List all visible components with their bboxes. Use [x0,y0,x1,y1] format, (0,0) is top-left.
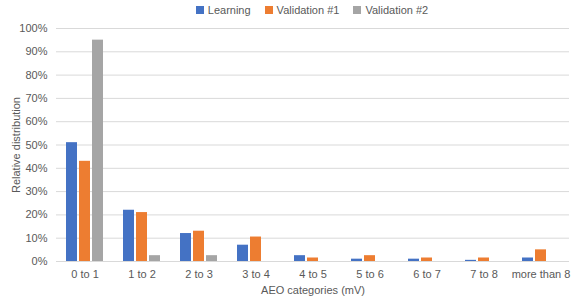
svg-text:7 to 8: 7 to 8 [470,268,498,280]
svg-text:70%: 70% [25,92,47,104]
html-text:Learning: Learning [207,4,251,16]
svg-text:4 to 5: 4 to 5 [299,268,327,280]
svg-text:more than 8: more than 8 [512,268,571,280]
svg-text:0%: 0% [32,255,48,267]
svg-text:40%: 40% [25,162,47,174]
svg-text:50%: 50% [25,139,47,151]
svg-text:6 to 7: 6 to 7 [413,268,441,280]
html-text:Validation #2: Validation #2 [365,4,429,16]
svg-text:90%: 90% [25,45,47,57]
svg-text:Relative distribution: Relative distribution [10,97,22,193]
svg-text:1 to 2: 1 to 2 [128,268,156,280]
svg-text:10%: 10% [25,232,47,244]
svg-text:5 to 6: 5 to 6 [356,268,384,280]
html-text:Validation #1: Validation #1 [276,4,340,16]
svg-text:AEO categories (mV): AEO categories (mV) [261,284,365,296]
svg-text:60%: 60% [25,115,47,127]
svg-text:3 to 4: 3 to 4 [242,268,270,280]
svg-text:30%: 30% [25,185,47,197]
svg-text:2 to 3: 2 to 3 [185,268,213,280]
svg-text:0 to 1: 0 to 1 [71,268,99,280]
svg-text:100%: 100% [19,22,47,34]
svg-text:80%: 80% [25,69,47,81]
svg-text:20%: 20% [25,208,47,220]
